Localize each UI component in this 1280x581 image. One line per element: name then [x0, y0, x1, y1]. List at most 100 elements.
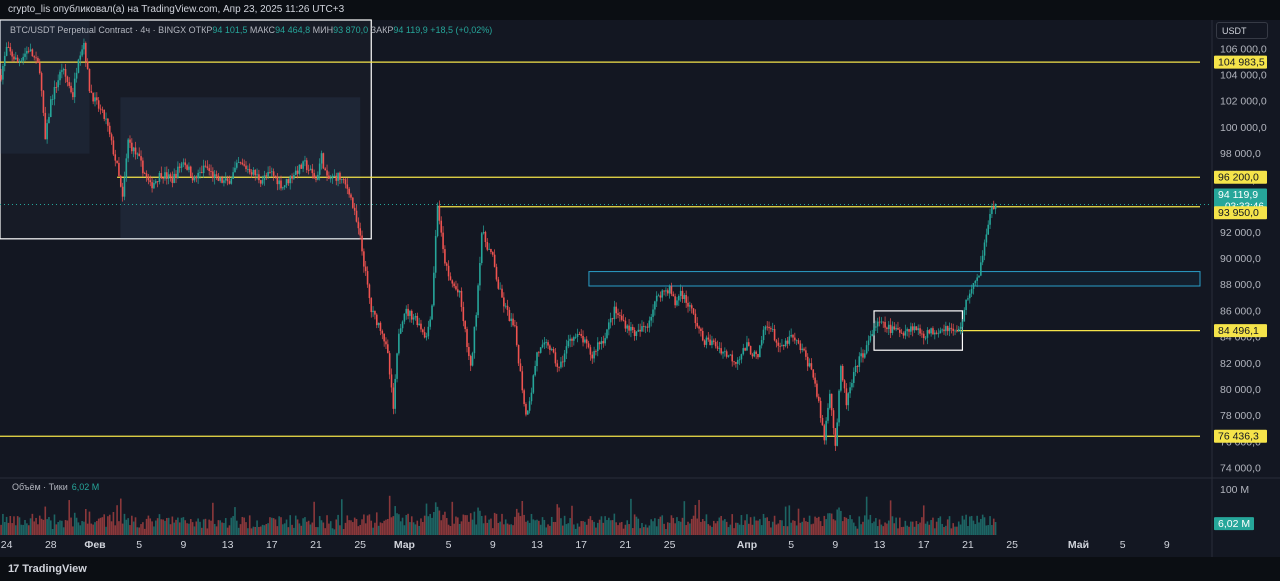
- volume-bar: [666, 522, 669, 535]
- candle-body: [215, 174, 218, 176]
- volume-bar: [560, 518, 562, 535]
- currency-selector[interactable]: USDT: [1216, 22, 1268, 39]
- volume-bar: [600, 516, 603, 535]
- time-tick-label: Апр: [737, 539, 757, 551]
- candle-body: [289, 176, 292, 184]
- candle-body: [460, 290, 463, 307]
- candle-body: [68, 82, 71, 86]
- volume-bar: [77, 522, 80, 535]
- volume-bar: [346, 515, 349, 535]
- candle-body: [166, 172, 168, 179]
- volume-bar: [517, 512, 520, 535]
- time-tick-label: 9: [832, 539, 838, 551]
- symbol-name[interactable]: BTC/USDT Perpetual Contract · 4ч · BINGX: [10, 25, 187, 35]
- volume-bar: [908, 526, 910, 535]
- candle-body: [114, 154, 117, 161]
- volume-bar: [613, 513, 616, 535]
- candle-body: [118, 162, 120, 176]
- candle-body: [477, 285, 479, 316]
- candle-body: [709, 339, 711, 346]
- volume-bar: [506, 523, 509, 535]
- volume-bar: [689, 523, 691, 535]
- candle-body: [633, 330, 636, 337]
- volume-bar: [73, 512, 76, 535]
- candle-body: [123, 177, 126, 197]
- candle-body: [431, 305, 433, 320]
- candle-body: [107, 118, 109, 126]
- volume-bar: [928, 524, 931, 535]
- volume-bar: [571, 505, 573, 535]
- candle-body: [992, 207, 995, 210]
- volume-bar: [637, 518, 640, 535]
- candle-body: [237, 162, 240, 164]
- volume-bar: [602, 522, 605, 535]
- candle-body: [473, 326, 476, 354]
- price-chart[interactable]: 106 000,0 104 000,0 102 000,0 100 000,0 98 0…: [0, 0, 1280, 557]
- candle-body: [495, 266, 498, 280]
- volume-bar: [237, 527, 240, 535]
- tradingview-logo[interactable]: 17 TradingView: [8, 563, 87, 575]
- footer-bar: 17 TradingView: [0, 557, 1280, 581]
- volume-bar: [381, 523, 384, 535]
- volume-bar: [819, 521, 822, 535]
- volume-bar: [985, 525, 988, 535]
- candle-body: [663, 290, 665, 292]
- volume-bar: [961, 515, 964, 535]
- candle-body: [552, 349, 555, 353]
- candle-body: [193, 176, 196, 181]
- candle-body: [392, 387, 395, 409]
- candle-body: [352, 197, 354, 208]
- volume-bar: [359, 524, 361, 535]
- candle-body: [753, 351, 756, 357]
- candle-body: [565, 346, 568, 354]
- volume-bar: [326, 515, 328, 535]
- candle-body: [342, 179, 345, 181]
- volume-bar: [991, 525, 993, 535]
- volume-bar: [484, 515, 487, 535]
- candle-body: [40, 73, 43, 91]
- volume-bar: [412, 522, 415, 535]
- candle-body: [747, 342, 750, 346]
- candle-body: [293, 175, 295, 179]
- volume-bar: [414, 524, 417, 535]
- candle-body: [720, 348, 722, 354]
- volume-bar: [714, 523, 717, 535]
- candle-body: [639, 329, 641, 332]
- candle-body: [26, 50, 28, 54]
- volume-bar: [526, 520, 529, 535]
- candle-body: [285, 179, 288, 186]
- volume-bar: [294, 515, 297, 535]
- candle-body: [950, 327, 953, 329]
- volume-bar: [142, 522, 144, 535]
- volume-bar: [722, 520, 724, 535]
- volume-bar: [101, 517, 104, 535]
- volume-bar: [626, 520, 629, 535]
- candle-body: [199, 172, 201, 173]
- candle-body: [127, 139, 129, 159]
- volume-bar: [751, 524, 754, 535]
- volume-bar: [342, 529, 345, 535]
- candle-body: [429, 319, 431, 327]
- candle-body: [311, 168, 314, 174]
- volume-bar: [239, 524, 242, 535]
- candle-body: [366, 271, 369, 285]
- volume-bar: [615, 522, 617, 535]
- volume-bar: [628, 524, 630, 535]
- candle-body: [239, 162, 242, 164]
- candle-body: [96, 97, 98, 101]
- volume-bar: [121, 523, 124, 535]
- price-tick-label: 106 000,0: [1220, 43, 1267, 55]
- level-label-4: 84 496,1: [1218, 325, 1259, 337]
- volume-bar: [871, 523, 873, 535]
- candle-body: [105, 118, 107, 120]
- volume-bar: [941, 523, 943, 535]
- candle-body: [420, 323, 422, 330]
- volume-bar: [862, 521, 864, 535]
- candle-body: [980, 262, 982, 276]
- candle-body: [416, 315, 419, 326]
- candle-body: [718, 348, 721, 349]
- candle-body: [617, 313, 619, 315]
- candle-body: [138, 153, 140, 157]
- volume-bar: [779, 520, 781, 535]
- candle-body: [409, 310, 411, 316]
